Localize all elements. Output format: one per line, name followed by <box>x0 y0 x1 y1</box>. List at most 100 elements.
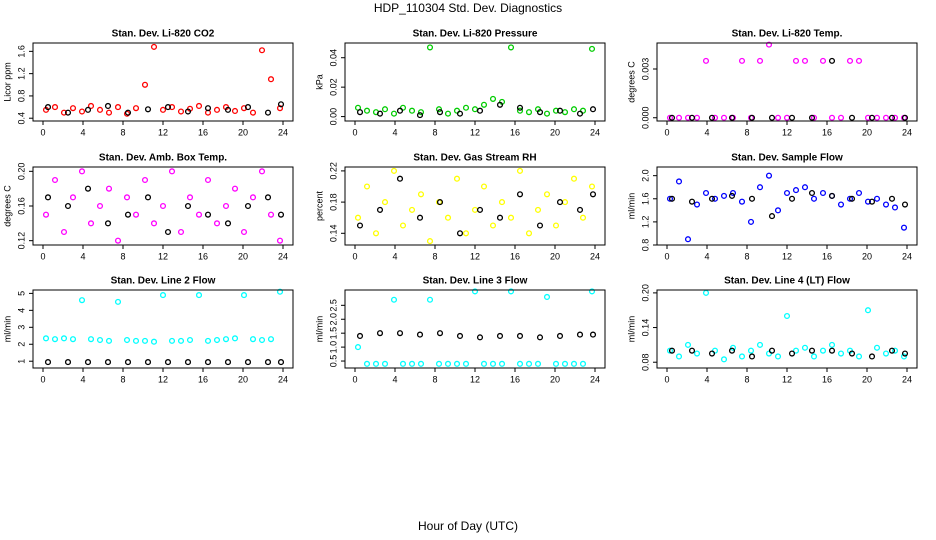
data-point <box>808 189 816 197</box>
data-point <box>891 204 899 211</box>
data-point <box>828 341 836 348</box>
y-axis-label: ml/min <box>2 316 12 343</box>
data-point <box>132 211 140 218</box>
data-point <box>837 350 845 357</box>
data-point <box>556 199 564 206</box>
y-tick-label: 4 <box>16 308 26 313</box>
data-point <box>249 336 257 343</box>
data-point <box>702 57 710 64</box>
data-point <box>186 194 194 201</box>
data-point <box>788 195 796 202</box>
data-point <box>588 183 596 190</box>
x-tick-label: 20 <box>238 374 248 384</box>
y-tick-label: 2.0 <box>640 169 650 182</box>
x-tick-label: 12 <box>470 374 480 384</box>
y-axis-label: kPa <box>314 74 324 90</box>
x-tick-label: 24 <box>278 127 288 137</box>
x-tick-label: 16 <box>198 251 208 261</box>
x-tick-label: 8 <box>432 127 437 137</box>
data-point <box>453 360 461 367</box>
data-point <box>792 187 800 194</box>
x-tick-label: 20 <box>550 374 560 384</box>
x-tick-label: 20 <box>238 251 248 261</box>
data-point <box>496 101 504 108</box>
data-point <box>498 199 506 206</box>
data-point <box>688 114 696 121</box>
data-point <box>96 106 104 113</box>
data-point <box>728 114 736 121</box>
data-point <box>231 185 239 192</box>
data-point <box>408 206 416 213</box>
y-tick-label: 0.8 <box>16 90 26 103</box>
plot-frame <box>656 289 918 369</box>
data-point <box>195 292 203 299</box>
data-point <box>855 353 863 360</box>
data-point <box>516 332 524 340</box>
data-point <box>84 185 92 192</box>
data-point <box>774 207 782 214</box>
data-point <box>84 106 92 113</box>
data-point <box>381 199 389 206</box>
x-tick-label: 24 <box>278 374 288 384</box>
panel-title: Stan. Dev. Li-820 Pressure <box>413 29 538 40</box>
data-point <box>141 337 149 344</box>
panel-title: Stan. Dev. Line 4 (LT) Flow <box>724 276 850 287</box>
x-tick-label: 24 <box>590 251 600 261</box>
data-point <box>489 360 497 367</box>
plot-frame <box>656 166 918 246</box>
data-point <box>828 57 836 64</box>
data-point <box>516 104 524 111</box>
data-point <box>534 360 542 367</box>
x-tick-label: 12 <box>782 374 792 384</box>
data-point <box>224 106 232 113</box>
data-point <box>855 189 863 197</box>
data-point <box>376 330 384 337</box>
data-point <box>810 353 818 360</box>
data-point <box>810 195 818 202</box>
x-tick-label: 20 <box>550 127 560 137</box>
data-point <box>416 331 424 338</box>
data-point <box>748 353 756 360</box>
data-point <box>408 360 416 367</box>
data-point <box>708 195 716 202</box>
data-point <box>684 114 692 121</box>
data-point <box>507 288 515 295</box>
data-point <box>901 350 909 357</box>
x-tick-label: 4 <box>392 127 397 137</box>
x-tick-label: 12 <box>782 251 792 261</box>
data-point <box>774 114 782 121</box>
data-point <box>159 202 167 210</box>
y-tick-label: 0.20 <box>16 163 26 181</box>
data-point <box>848 350 856 357</box>
data-point <box>96 336 104 344</box>
data-point <box>105 185 113 192</box>
x-tick-label: 0 <box>352 127 357 137</box>
data-point <box>204 337 212 344</box>
data-point <box>244 359 252 366</box>
data-point <box>164 359 172 366</box>
data-point <box>267 211 275 218</box>
data-point <box>846 57 854 64</box>
data-point <box>783 189 791 197</box>
data-point <box>204 176 212 184</box>
data-point <box>64 109 72 116</box>
data-point <box>222 202 230 210</box>
data-point <box>808 347 816 354</box>
data-point <box>87 336 95 343</box>
y-tick-label: 2.0 <box>328 313 338 326</box>
data-point <box>729 344 737 351</box>
data-point <box>444 360 452 367</box>
data-point <box>864 307 872 314</box>
data-point <box>114 298 122 305</box>
data-point <box>436 109 444 116</box>
y-axis-label: ml/min <box>626 316 636 343</box>
data-point <box>356 332 364 340</box>
data-point <box>150 43 158 50</box>
data-point <box>195 211 203 218</box>
x-tick-label: 24 <box>902 127 912 137</box>
y-tick-label: 1.6 <box>640 193 650 206</box>
data-point <box>159 292 167 299</box>
data-point <box>516 191 524 198</box>
x-tick-label: 16 <box>510 374 520 384</box>
data-point <box>882 350 890 357</box>
